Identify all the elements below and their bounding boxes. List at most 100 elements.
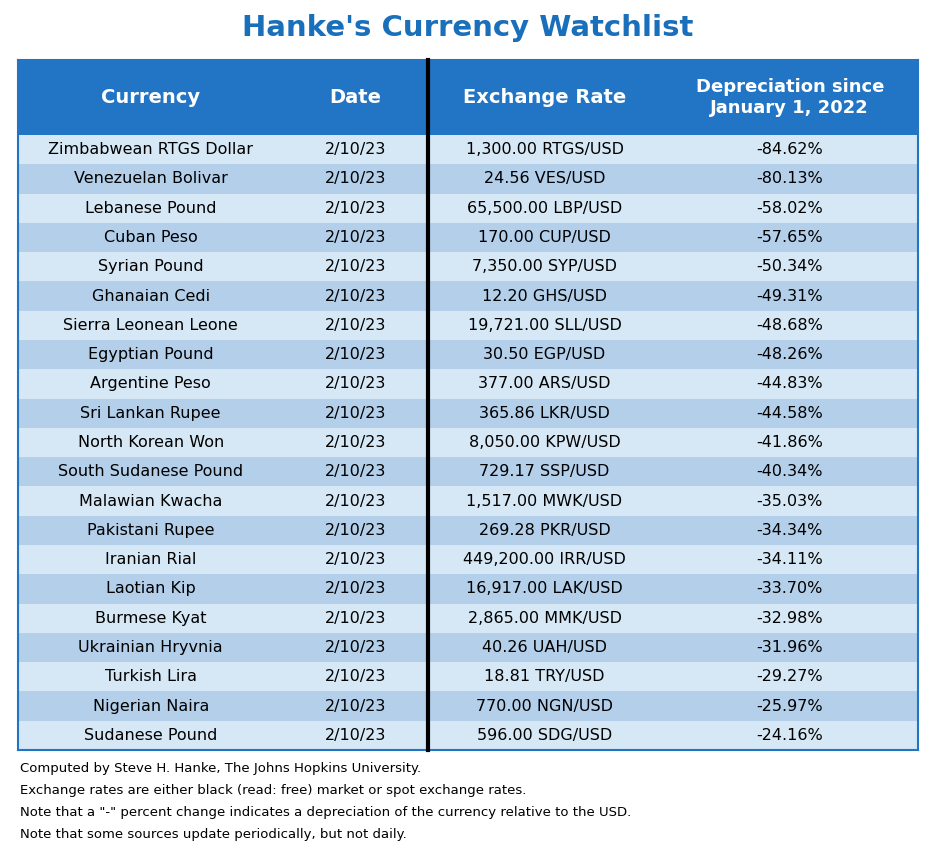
Text: -44.83%: -44.83% (756, 377, 823, 391)
Bar (18, 458, 918, 487)
Text: 2/10/23: 2/10/23 (325, 230, 387, 245)
Text: Exchange Rate: Exchange Rate (463, 88, 626, 107)
Text: Note that some sources update periodically, but not daily.: Note that some sources update periodical… (20, 828, 407, 841)
Bar (18, 662, 918, 691)
Text: 8,050.00 KPW/USD: 8,050.00 KPW/USD (469, 435, 621, 450)
Bar (18, 281, 918, 310)
Text: -80.13%: -80.13% (756, 171, 823, 187)
Bar (18, 252, 918, 281)
Text: 2/10/23: 2/10/23 (325, 171, 387, 187)
Bar (18, 369, 918, 398)
Text: 30.50 EGP/USD: 30.50 EGP/USD (483, 347, 606, 362)
Text: Ghanaian Cedi: Ghanaian Cedi (92, 289, 210, 304)
Text: Lebanese Pound: Lebanese Pound (85, 200, 216, 216)
Bar (18, 721, 918, 750)
Text: -31.96%: -31.96% (756, 640, 823, 655)
Text: 2/10/23: 2/10/23 (325, 259, 387, 274)
Text: -34.34%: -34.34% (756, 523, 823, 538)
Text: 2/10/23: 2/10/23 (325, 698, 387, 714)
Text: -49.31%: -49.31% (756, 289, 823, 304)
Bar (18, 164, 918, 194)
Text: Zimbabwean RTGS Dollar: Zimbabwean RTGS Dollar (49, 142, 254, 157)
Text: 729.17 SSP/USD: 729.17 SSP/USD (479, 464, 609, 479)
Text: Pakistani Rupee: Pakistani Rupee (87, 523, 214, 538)
Text: -48.68%: -48.68% (756, 318, 823, 333)
Text: 2/10/23: 2/10/23 (325, 406, 387, 421)
Text: 365.86 LKR/USD: 365.86 LKR/USD (479, 406, 610, 421)
Text: Iranian Rial: Iranian Rial (105, 552, 197, 567)
Text: Hanke's Currency Watchlist: Hanke's Currency Watchlist (242, 14, 694, 42)
Text: -33.70%: -33.70% (756, 581, 823, 597)
Text: 2/10/23: 2/10/23 (325, 523, 387, 538)
Text: 2/10/23: 2/10/23 (325, 289, 387, 304)
Text: Exchange rates are either black (read: free) market or spot exchange rates.: Exchange rates are either black (read: f… (20, 784, 526, 797)
Text: Sierra Leonean Leone: Sierra Leonean Leone (64, 318, 238, 333)
Bar (18, 428, 918, 458)
Text: -25.97%: -25.97% (756, 698, 823, 714)
Text: 2/10/23: 2/10/23 (325, 640, 387, 655)
Text: Venezuelan Bolivar: Venezuelan Bolivar (74, 171, 227, 187)
Bar (18, 60, 918, 135)
Text: 2/10/23: 2/10/23 (325, 200, 387, 216)
Bar (18, 545, 918, 574)
Text: -34.11%: -34.11% (756, 552, 823, 567)
Text: Syrian Pound: Syrian Pound (98, 259, 203, 274)
Text: 269.28 PKR/USD: 269.28 PKR/USD (478, 523, 610, 538)
Text: Note that a "-" percent change indicates a depreciation of the currency relative: Note that a "-" percent change indicates… (20, 806, 631, 819)
Text: Sri Lankan Rupee: Sri Lankan Rupee (80, 406, 221, 421)
Text: 2/10/23: 2/10/23 (325, 669, 387, 685)
Bar (18, 194, 918, 223)
Text: 2/10/23: 2/10/23 (325, 581, 387, 597)
Text: 2/10/23: 2/10/23 (325, 318, 387, 333)
Bar (18, 223, 918, 252)
Text: -35.03%: -35.03% (756, 494, 823, 508)
Text: 2/10/23: 2/10/23 (325, 464, 387, 479)
Text: Date: Date (329, 88, 382, 107)
Text: -44.58%: -44.58% (756, 406, 823, 421)
Text: -48.26%: -48.26% (756, 347, 823, 362)
Text: Nigerian Naira: Nigerian Naira (93, 698, 209, 714)
Text: Malawian Kwacha: Malawian Kwacha (79, 494, 223, 508)
Text: Laotian Kip: Laotian Kip (106, 581, 196, 597)
Text: 596.00 SDG/USD: 596.00 SDG/USD (476, 728, 612, 743)
Text: 7,350.00 SYP/USD: 7,350.00 SYP/USD (472, 259, 617, 274)
Text: 1,300.00 RTGS/USD: 1,300.00 RTGS/USD (465, 142, 623, 157)
Text: Depreciation since
January 1, 2022: Depreciation since January 1, 2022 (695, 78, 884, 117)
Text: 170.00 CUP/USD: 170.00 CUP/USD (478, 230, 611, 245)
Bar (18, 633, 918, 662)
Text: 16,917.00 LAK/USD: 16,917.00 LAK/USD (466, 581, 622, 597)
Text: 1,517.00 MWK/USD: 1,517.00 MWK/USD (466, 494, 622, 508)
Text: 2/10/23: 2/10/23 (325, 552, 387, 567)
Text: 19,721.00 SLL/USD: 19,721.00 SLL/USD (468, 318, 622, 333)
Text: Computed by Steve H. Hanke, The Johns Hopkins University.: Computed by Steve H. Hanke, The Johns Ho… (20, 762, 421, 775)
Text: -32.98%: -32.98% (756, 611, 823, 626)
Text: 377.00 ARS/USD: 377.00 ARS/USD (478, 377, 611, 391)
Text: Cuban Peso: Cuban Peso (104, 230, 197, 245)
Bar (18, 398, 918, 428)
Bar (18, 691, 918, 721)
Bar (18, 604, 918, 633)
Text: -24.16%: -24.16% (756, 728, 823, 743)
Text: 449,200.00 IRR/USD: 449,200.00 IRR/USD (463, 552, 626, 567)
Text: Turkish Lira: Turkish Lira (105, 669, 197, 685)
Bar (18, 340, 918, 369)
Text: 2/10/23: 2/10/23 (325, 611, 387, 626)
Text: Sudanese Pound: Sudanese Pound (84, 728, 217, 743)
Text: 2/10/23: 2/10/23 (325, 142, 387, 157)
Text: -41.86%: -41.86% (756, 435, 823, 450)
Text: South Sudanese Pound: South Sudanese Pound (58, 464, 243, 479)
Text: 2/10/23: 2/10/23 (325, 377, 387, 391)
Bar (18, 310, 918, 340)
Text: 2/10/23: 2/10/23 (325, 347, 387, 362)
Text: 2,865.00 MMK/USD: 2,865.00 MMK/USD (467, 611, 622, 626)
Text: Argentine Peso: Argentine Peso (91, 377, 212, 391)
Text: Egyptian Pound: Egyptian Pound (88, 347, 213, 362)
Text: 65,500.00 LBP/USD: 65,500.00 LBP/USD (467, 200, 622, 216)
Bar (18, 574, 918, 604)
Text: Ukrainian Hryvnia: Ukrainian Hryvnia (79, 640, 223, 655)
Text: -40.34%: -40.34% (756, 464, 823, 479)
Bar (18, 487, 918, 516)
Text: 2/10/23: 2/10/23 (325, 435, 387, 450)
Text: -50.34%: -50.34% (756, 259, 823, 274)
Text: 40.26 UAH/USD: 40.26 UAH/USD (482, 640, 607, 655)
